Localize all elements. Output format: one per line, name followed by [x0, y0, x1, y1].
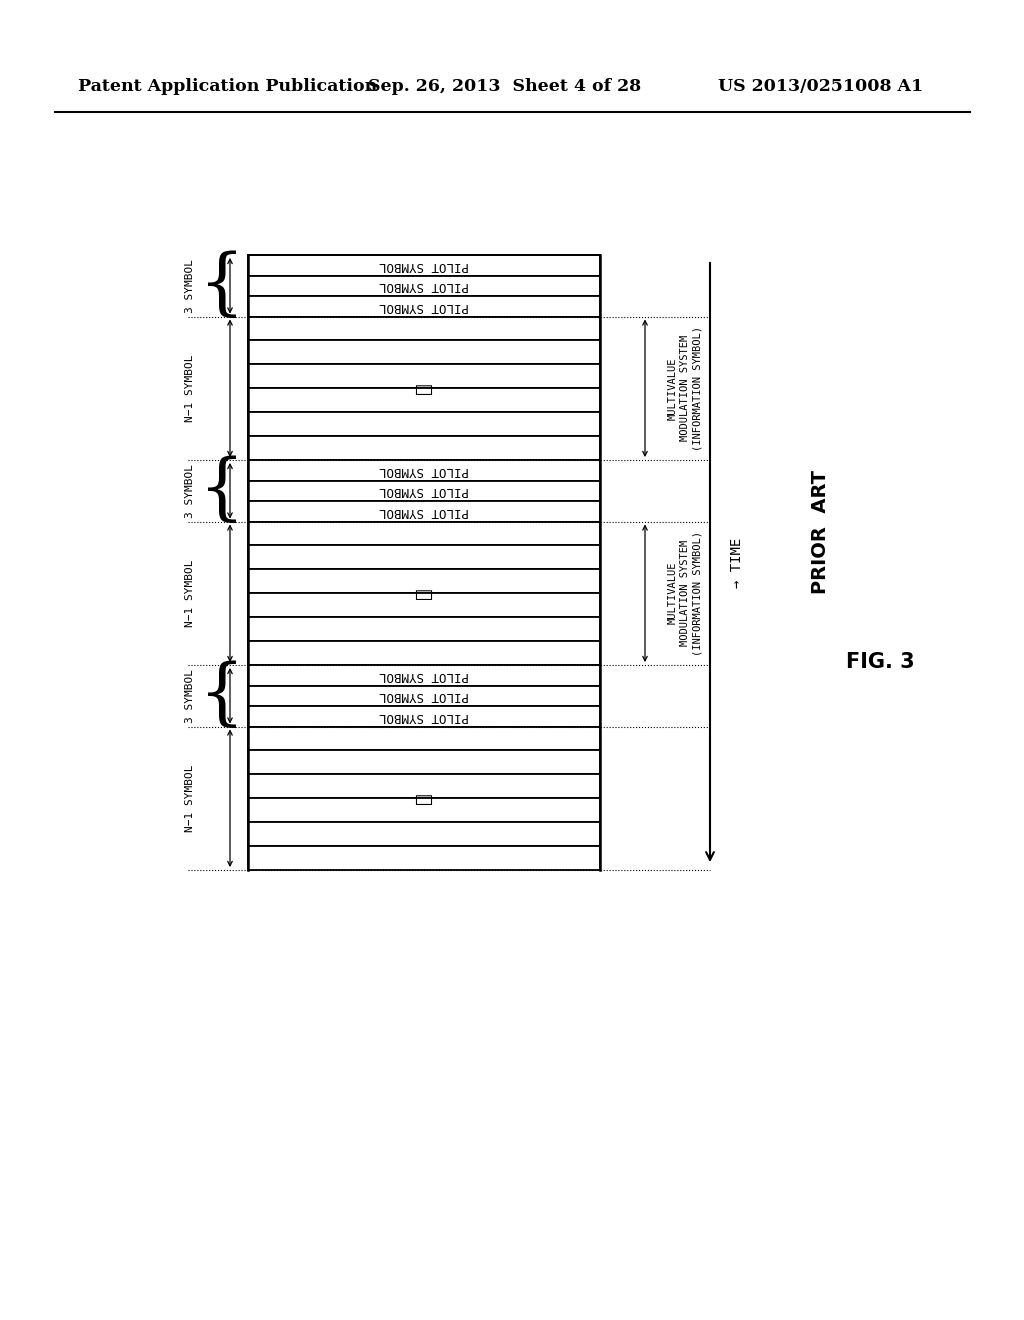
Text: PILOT SYMBOL: PILOT SYMBOL	[379, 710, 469, 723]
Text: US 2013/0251008 A1: US 2013/0251008 A1	[718, 78, 923, 95]
Bar	[248, 846, 600, 870]
Bar	[248, 799, 600, 822]
Bar	[248, 364, 600, 388]
Text: FIG. 3: FIG. 3	[846, 652, 914, 672]
Text: Sep. 26, 2013  Sheet 4 of 28: Sep. 26, 2013 Sheet 4 of 28	[368, 78, 641, 95]
Bar	[248, 502, 600, 521]
Bar	[248, 436, 600, 459]
Text: N−1 SYMBOL: N−1 SYMBOL	[185, 764, 195, 832]
Bar	[248, 296, 600, 317]
Text: MULTIVALUE
MODULATION SYSTEM
(INFORMATION SYMBOL): MULTIVALUE MODULATION SYSTEM (INFORMATIO…	[668, 326, 702, 450]
Bar	[248, 750, 600, 775]
Bar	[248, 341, 600, 364]
Text: PILOT SYMBOL: PILOT SYMBOL	[379, 259, 469, 272]
Bar	[248, 521, 600, 545]
Text: Patent Application Publication: Patent Application Publication	[78, 78, 377, 95]
Text: PILOT SYMBOL: PILOT SYMBOL	[379, 504, 469, 517]
Bar	[248, 545, 600, 569]
Bar	[248, 480, 600, 502]
Text: 3 SYMBOL: 3 SYMBOL	[185, 463, 195, 517]
Text: PILOT SYMBOL: PILOT SYMBOL	[379, 463, 469, 477]
Bar	[248, 706, 600, 726]
Text: 3 SYMBOL: 3 SYMBOL	[185, 669, 195, 723]
Bar	[248, 642, 600, 665]
Bar	[248, 459, 600, 480]
Bar	[248, 317, 600, 341]
Bar	[248, 276, 600, 296]
Text: PILOT SYMBOL: PILOT SYMBOL	[379, 280, 469, 292]
Text: ⋯: ⋯	[415, 792, 433, 804]
Text: PILOT SYMBOL: PILOT SYMBOL	[379, 300, 469, 313]
Bar	[248, 412, 600, 436]
Text: 3 SYMBOL: 3 SYMBOL	[185, 259, 195, 313]
Text: {: {	[199, 455, 245, 525]
Bar	[248, 726, 600, 750]
Text: N−1 SYMBOL: N−1 SYMBOL	[185, 355, 195, 422]
Text: PILOT SYMBOL: PILOT SYMBOL	[379, 669, 469, 681]
Bar	[248, 618, 600, 642]
Bar	[248, 775, 600, 799]
Bar	[248, 593, 600, 618]
Text: MULTIVALUE
MODULATION SYSTEM
(INFORMATION SYMBOL): MULTIVALUE MODULATION SYSTEM (INFORMATIO…	[668, 531, 702, 656]
Text: PILOT SYMBOL: PILOT SYMBOL	[379, 689, 469, 702]
Text: → TIME: → TIME	[730, 537, 744, 587]
Bar	[248, 569, 600, 593]
Bar	[248, 255, 600, 276]
Text: PILOT SYMBOL: PILOT SYMBOL	[379, 484, 469, 498]
Text: ⋯: ⋯	[415, 383, 433, 395]
Text: {: {	[199, 660, 245, 731]
Bar	[248, 685, 600, 706]
Text: {: {	[199, 251, 245, 321]
Text: N−1 SYMBOL: N−1 SYMBOL	[185, 560, 195, 627]
Bar	[248, 388, 600, 412]
Bar	[248, 665, 600, 685]
Bar	[248, 822, 600, 846]
Text: PRIOR  ART: PRIOR ART	[811, 470, 829, 594]
Text: ⋯: ⋯	[415, 587, 433, 599]
